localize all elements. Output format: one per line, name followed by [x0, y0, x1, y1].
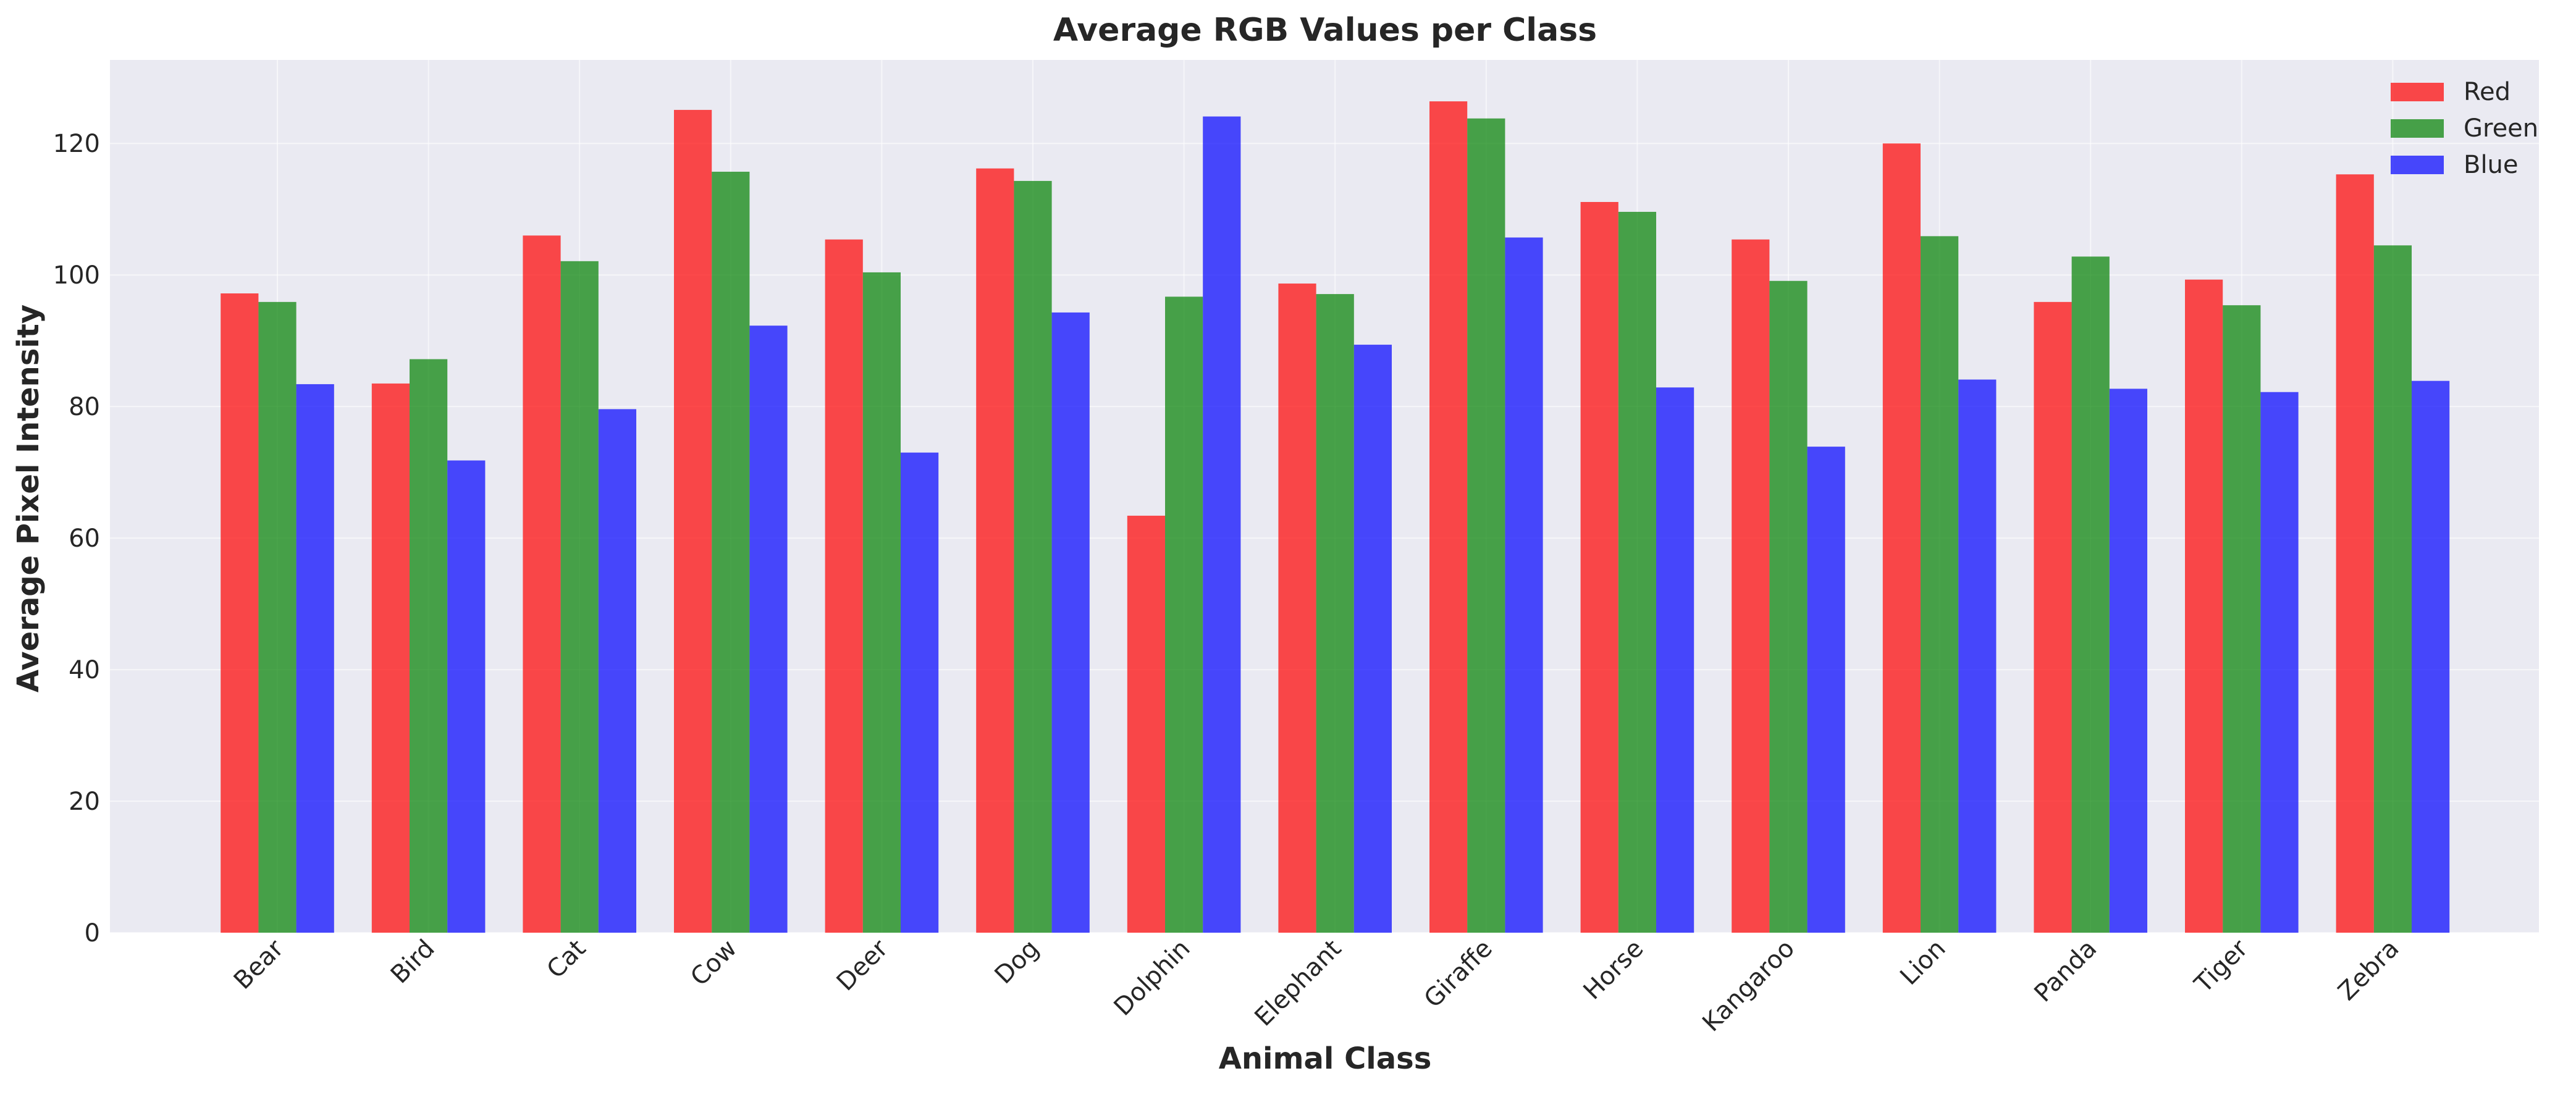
legend-label-blue: Blue — [2464, 151, 2519, 179]
bar-blue-tiger — [2260, 392, 2299, 933]
chart-title: Average RGB Values per Class — [1053, 12, 1597, 49]
y-tick-label: 120 — [53, 130, 100, 158]
bar-red-deer — [825, 239, 863, 933]
bar-blue-elephant — [1353, 345, 1392, 933]
bar-green-cow — [712, 172, 750, 933]
bar-red-horse — [1580, 201, 1618, 933]
bar-blue-dog — [1051, 312, 1090, 933]
legend-label-red: Red — [2464, 78, 2511, 106]
bar-green-elephant — [1316, 294, 1354, 933]
bar-green-dolphin — [1165, 296, 1203, 933]
bar-blue-cow — [749, 326, 788, 933]
bar-blue-zebra — [2412, 380, 2450, 933]
bar-green-giraffe — [1467, 118, 1505, 933]
y-tick-label: 0 — [85, 919, 100, 948]
plot-area: 0 20 40 60 80 100 120 Bear Bird Cat Cow Deer Dog Dolp… — [53, 60, 2539, 1037]
bar-blue-bear — [296, 384, 334, 933]
y-tick-label: 40 — [69, 656, 100, 684]
y-tick-label: 20 — [69, 788, 100, 816]
x-tick-label: Giraffe — [1419, 935, 1498, 1014]
bar-blue-horse — [1656, 387, 1694, 933]
x-tick-label: Panda — [2029, 935, 2102, 1008]
bar-green-zebra — [2373, 245, 2412, 933]
x-tick-label: Horse — [1578, 935, 1649, 1006]
legend: Red Green Blue — [2391, 78, 2538, 179]
x-axis-label: Animal Class — [1219, 1041, 1432, 1076]
x-tick-label: Cow — [685, 935, 743, 992]
bar-green-lion — [1921, 236, 1959, 933]
bar-green-deer — [862, 272, 901, 933]
bar-green-bird — [410, 359, 448, 933]
bar-blue-bird — [447, 460, 486, 933]
bar-blue-deer — [901, 452, 939, 933]
x-tick-label: Zebra — [2333, 935, 2404, 1006]
bar-red-lion — [1882, 143, 1921, 933]
x-tick-label: Dolphin — [1109, 935, 1196, 1022]
x-tick-label: Tiger — [2189, 934, 2254, 999]
bar-green-kangaroo — [1769, 280, 1808, 933]
x-tick-label: Bird — [385, 935, 440, 990]
legend-swatch-green — [2391, 119, 2444, 138]
legend-swatch-blue — [2391, 156, 2444, 174]
y-tick-label: 80 — [69, 393, 100, 421]
x-tick-label: Elephant — [1249, 935, 1347, 1032]
bar-green-horse — [1618, 211, 1656, 933]
bar-blue-panda — [2109, 389, 2147, 933]
bar-green-tiger — [2223, 305, 2261, 933]
bar-red-zebra — [2336, 174, 2374, 933]
bar-green-panda — [2071, 256, 2110, 933]
bar-red-panda — [2034, 301, 2072, 933]
bar-red-bird — [371, 383, 410, 933]
legend-swatch-red — [2391, 83, 2444, 101]
bar-red-dog — [976, 168, 1014, 933]
x-tick-label: Lion — [1895, 935, 1951, 991]
legend-label-green: Green — [2464, 114, 2538, 143]
y-tick-label: 100 — [53, 261, 100, 290]
bar-red-bear — [221, 293, 259, 933]
bar-red-cow — [674, 109, 712, 933]
y-axis-label: Average Pixel Intensity — [11, 305, 46, 692]
y-tick-label: 60 — [69, 524, 100, 553]
x-tick-label: Deer — [831, 934, 894, 996]
x-tick-label: Kangaroo — [1697, 935, 1800, 1038]
bar-green-cat — [560, 261, 599, 933]
bar-blue-dolphin — [1203, 116, 1241, 933]
bar-blue-giraffe — [1505, 237, 1543, 933]
bar-red-cat — [523, 235, 561, 933]
bar-blue-cat — [598, 409, 636, 933]
x-tick-label: Dog — [990, 935, 1045, 990]
bar-red-kangaroo — [1732, 239, 1770, 933]
bar-red-tiger — [2185, 279, 2223, 933]
bar-red-giraffe — [1429, 101, 1468, 933]
bar-blue-lion — [1958, 379, 1997, 933]
bar-red-elephant — [1278, 284, 1316, 933]
bar-green-dog — [1014, 180, 1052, 933]
x-tick-label: Cat — [542, 935, 592, 985]
bar-blue-kangaroo — [1807, 447, 1845, 933]
bar-red-dolphin — [1127, 515, 1165, 933]
bar-green-bear — [258, 301, 297, 933]
x-tick-label: Bear — [229, 934, 290, 995]
